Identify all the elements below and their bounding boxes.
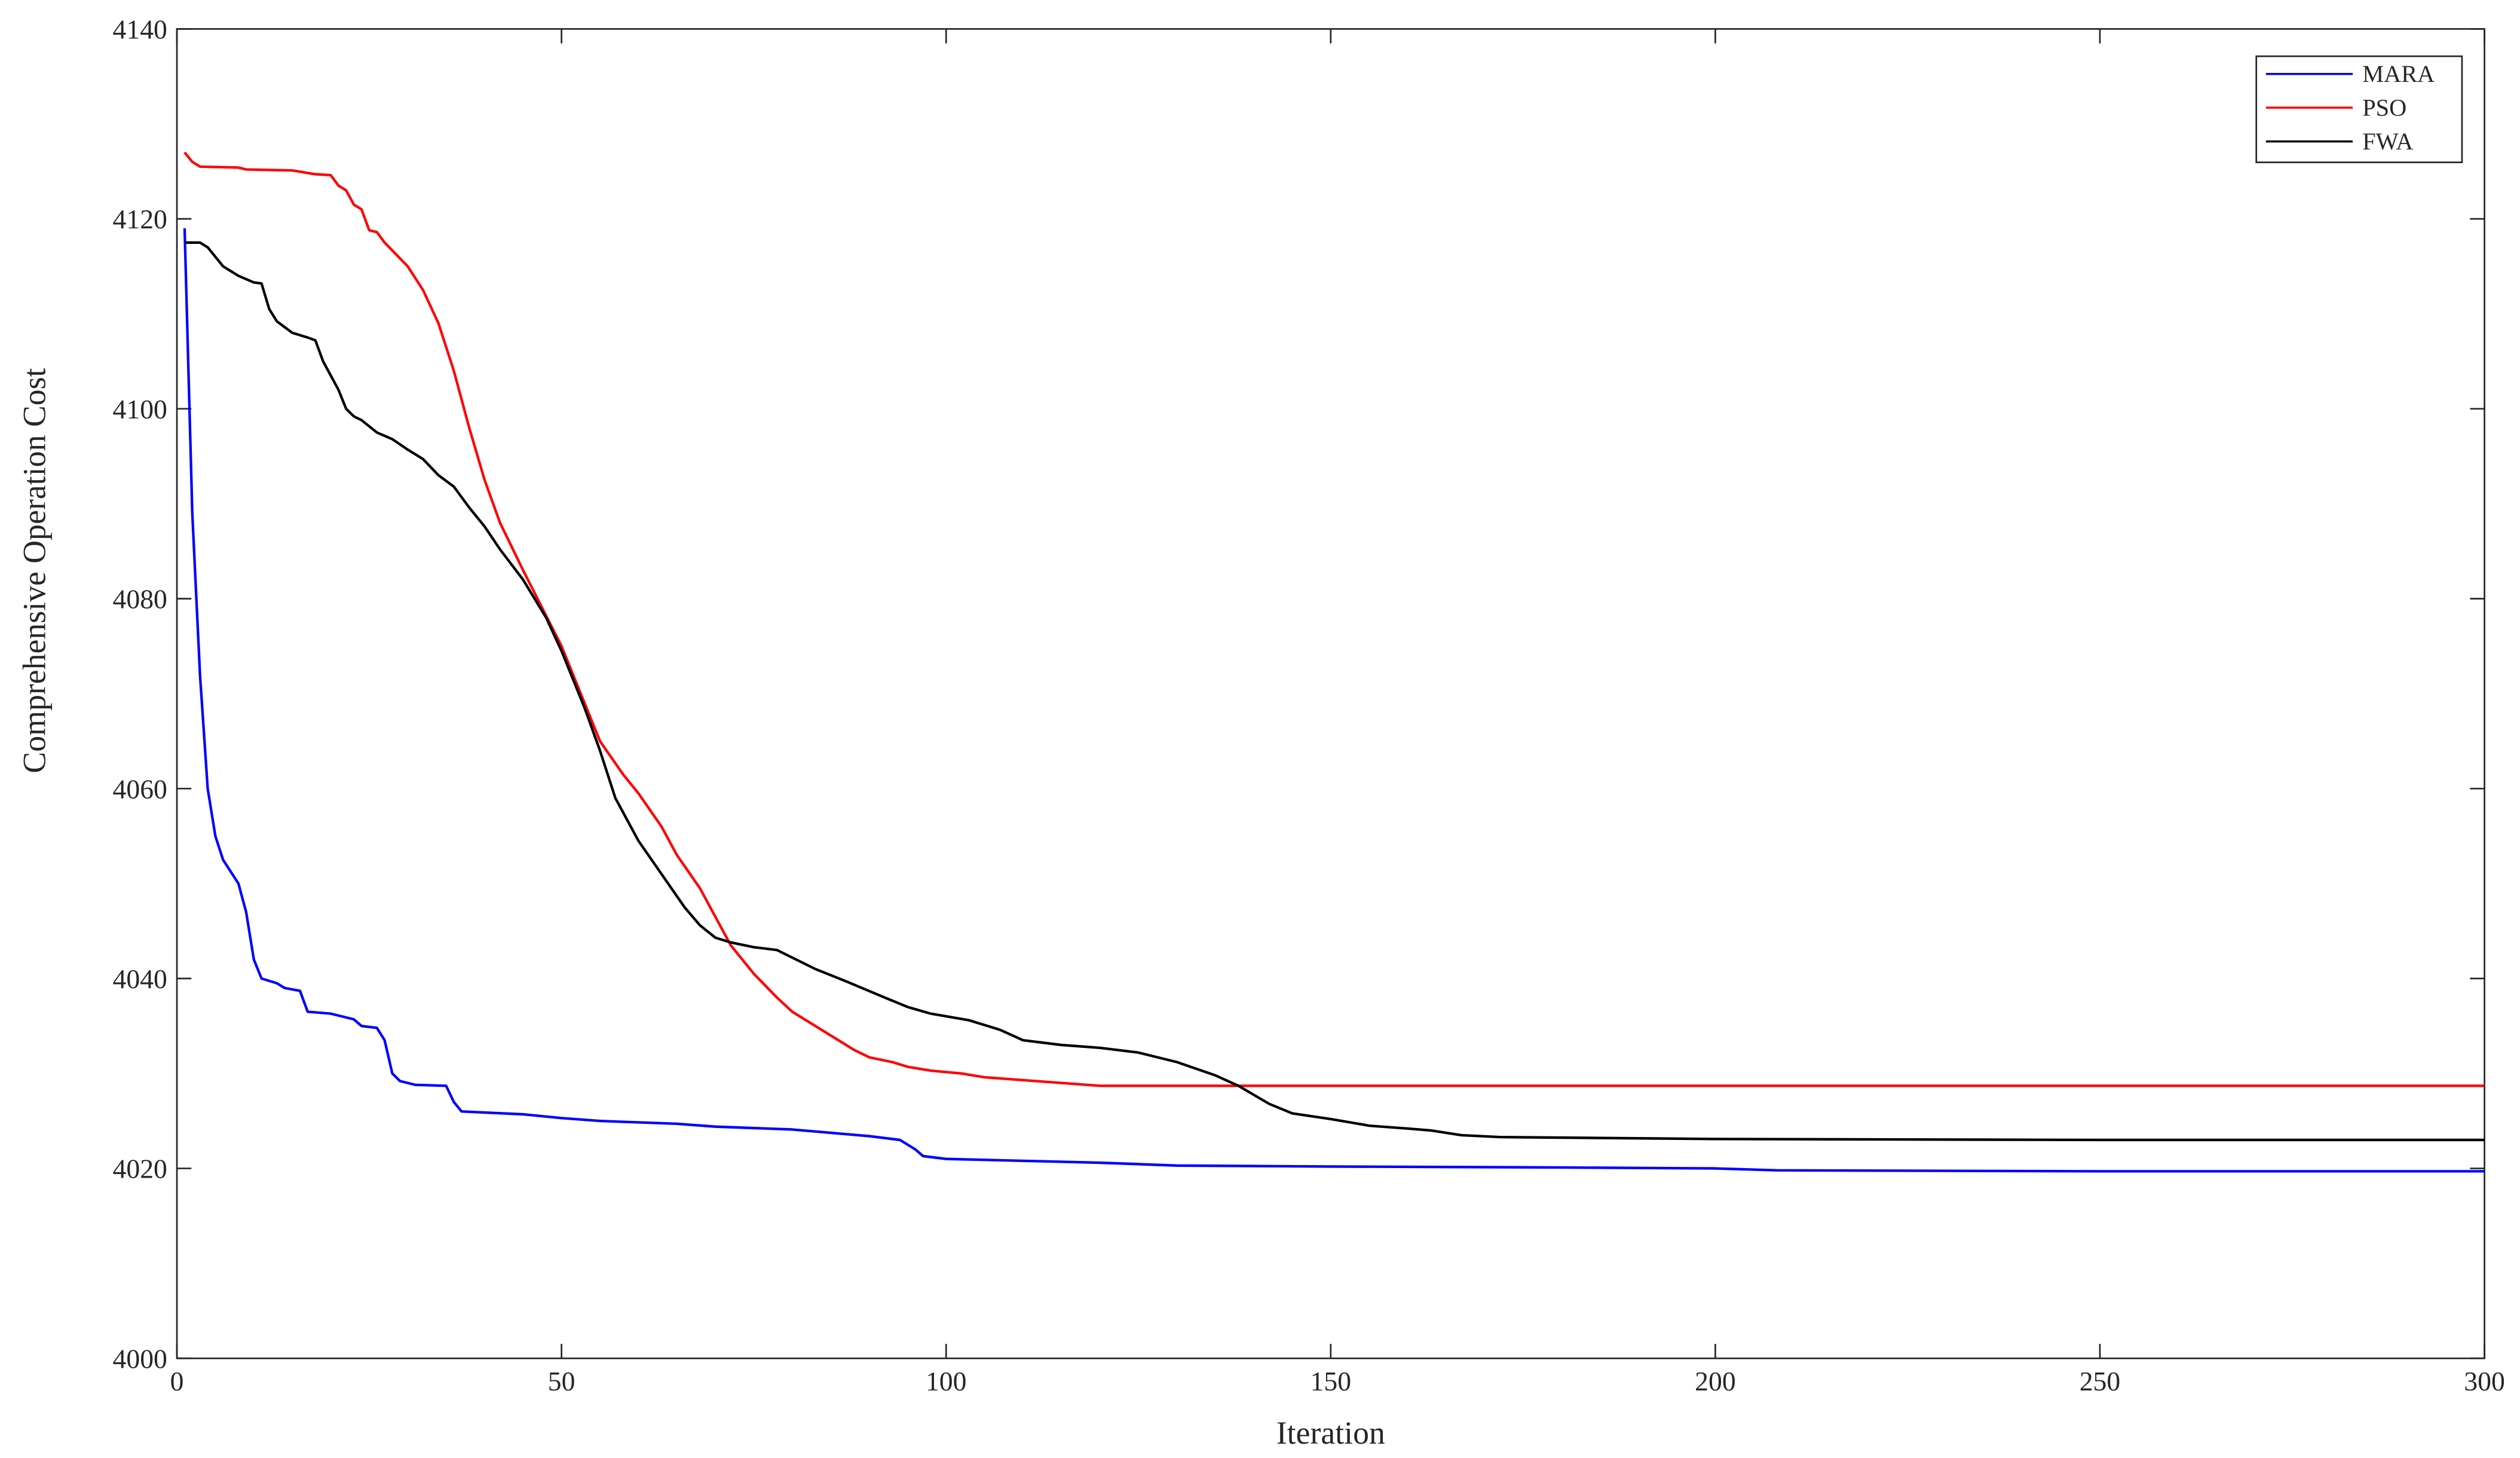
- legend-label: PSO: [2362, 94, 2406, 121]
- plot-frame: [176, 28, 2485, 1359]
- y-tick-label: 4080: [113, 584, 167, 615]
- y-tick-label: 4120: [113, 204, 167, 234]
- x-tick-label: 300: [2464, 1366, 2505, 1396]
- y-axis-label: Comprehensive Operation Cost: [17, 368, 53, 774]
- x-tick-label: 100: [926, 1366, 967, 1396]
- x-tick-label: 50: [548, 1366, 575, 1396]
- series-line: [183, 151, 2485, 1087]
- x-tick-label: 150: [1310, 1366, 1352, 1396]
- legend-label: MARA: [2362, 60, 2435, 87]
- series-line: [183, 228, 2485, 1173]
- y-tick-label: 4040: [113, 964, 167, 994]
- y-tick-label: 4060: [113, 774, 167, 804]
- x-tick-label: 250: [2080, 1366, 2121, 1396]
- y-tick-label: 4000: [113, 1343, 167, 1374]
- x-tick-label: 0: [170, 1366, 184, 1396]
- y-tick-label: 4100: [113, 394, 167, 424]
- x-tick-label: 200: [1695, 1366, 1736, 1396]
- y-tick-label: 4140: [113, 14, 167, 45]
- series-line: [184, 241, 2485, 1142]
- legend-label: FWA: [2362, 128, 2413, 155]
- y-tick-label: 4020: [113, 1154, 167, 1184]
- x-axis-label: Iteration: [1276, 1415, 1385, 1451]
